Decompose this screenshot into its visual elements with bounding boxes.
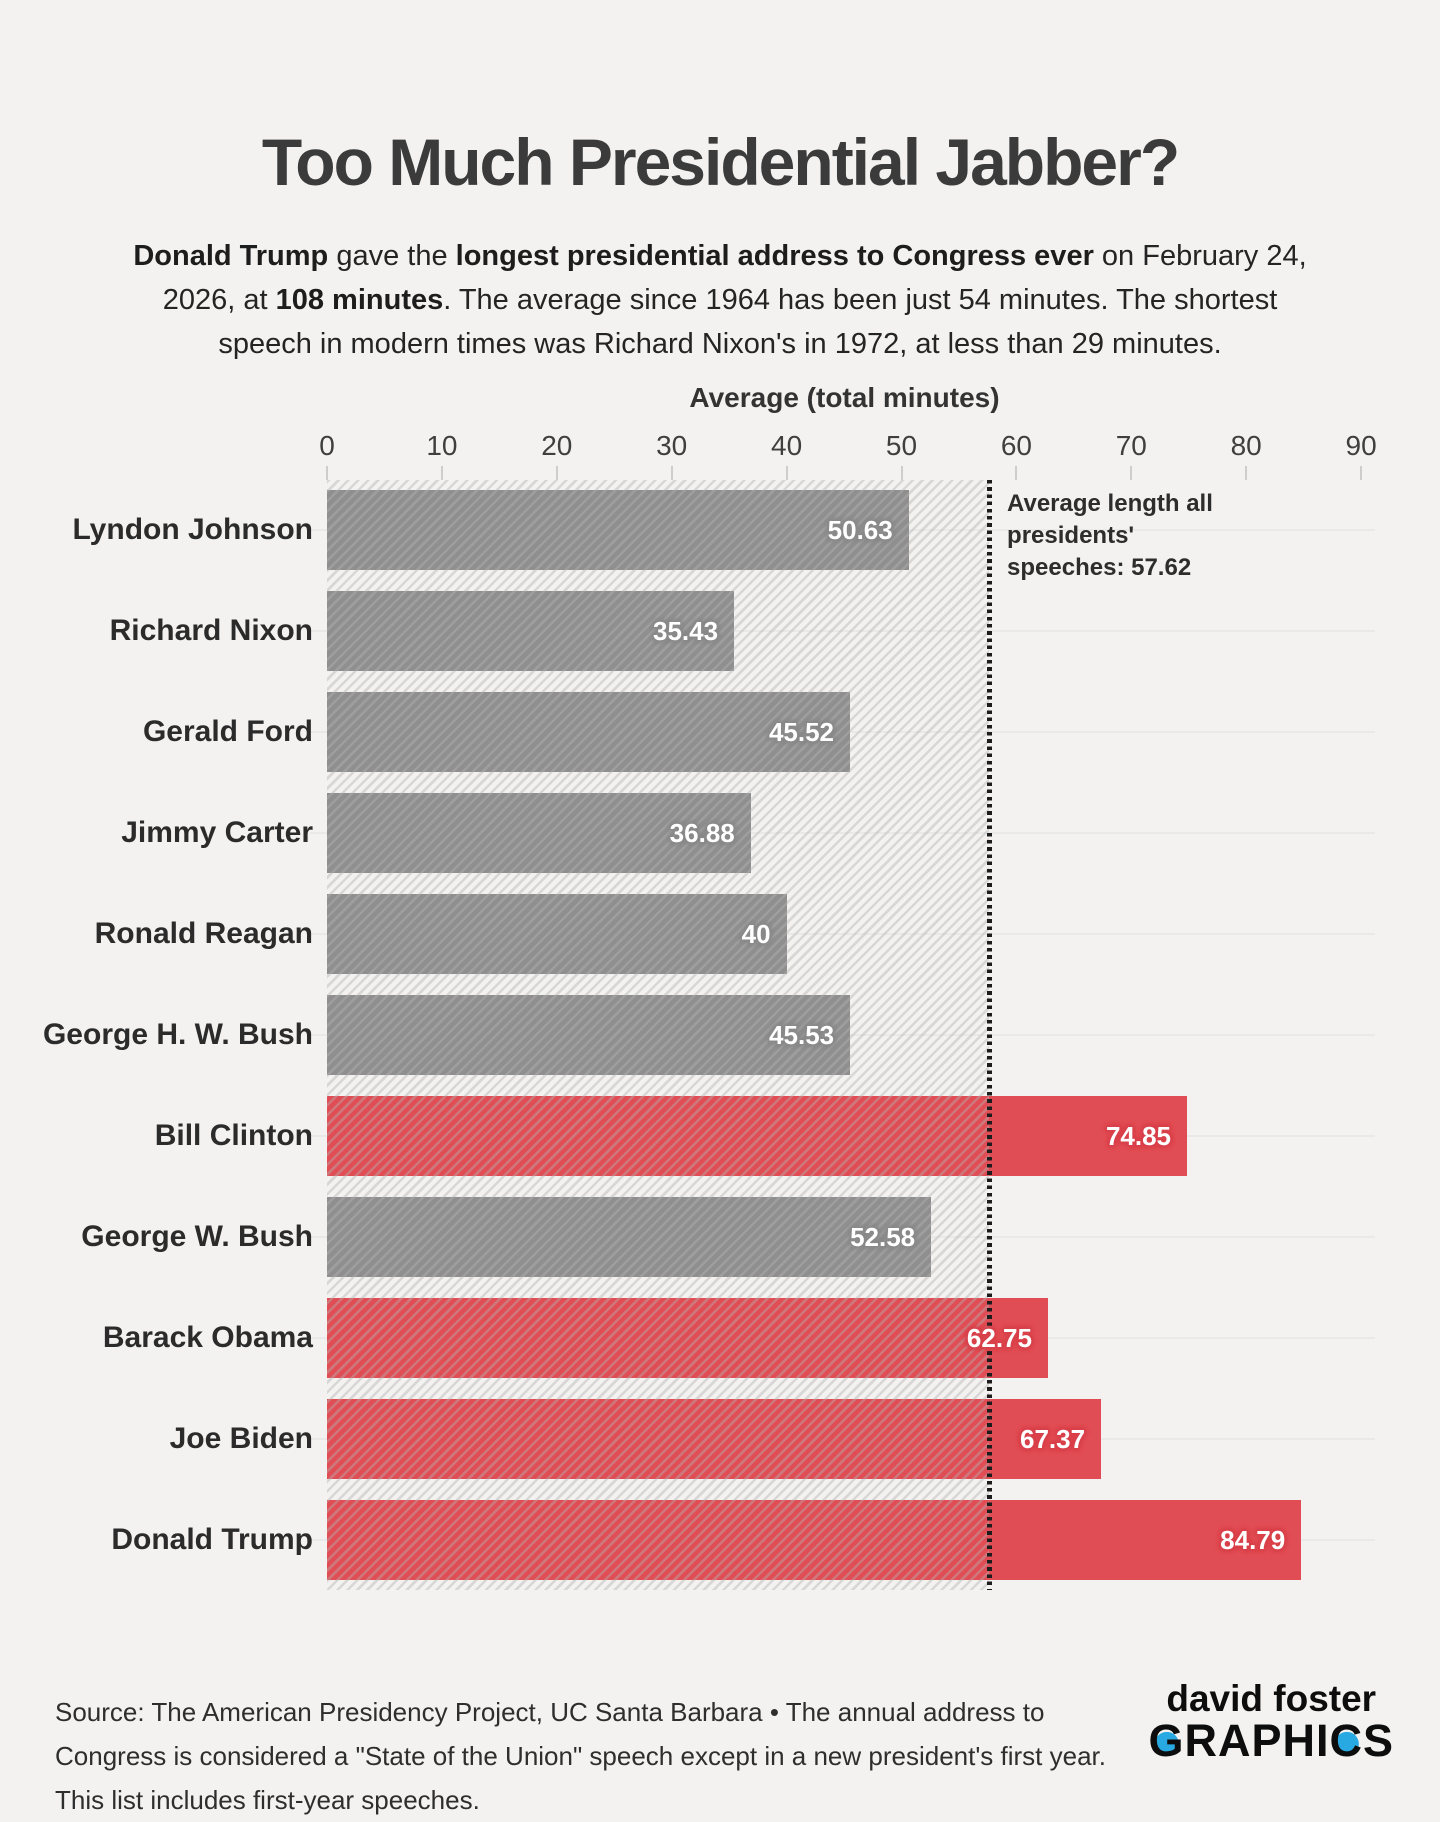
- bar-value-label: 36.88: [669, 818, 735, 848]
- x-axis-tick-mark: [326, 466, 328, 480]
- logo-blue-dot-letter: C: [1329, 1715, 1363, 1766]
- x-axis-tick-label: 70: [1115, 430, 1147, 461]
- row-gridline: [310, 832, 1375, 834]
- bar-value-label: 67.37: [1020, 1424, 1086, 1454]
- x-axis-tick-label: 0: [319, 430, 335, 461]
- bar-value-label: 50.63: [827, 515, 893, 545]
- average-region-hatch-overlay: [327, 480, 990, 1590]
- x-axis-tick-label: 50: [885, 430, 918, 461]
- row-gridline: [310, 630, 1375, 632]
- president-label: Bill Clinton: [154, 1119, 313, 1152]
- average-line-annotation: Average length all presidents' speeches:…: [1007, 490, 1213, 581]
- x-axis-tick-label: 90: [1345, 430, 1377, 461]
- page-title: Too Much Presidential Jabber?: [261, 125, 1180, 200]
- bar: [327, 1298, 1048, 1378]
- president-label: Ronald Reagan: [94, 917, 313, 950]
- subtitle-text: gave the: [328, 240, 456, 272]
- bar: [327, 995, 851, 1075]
- president-label: Gerald Ford: [142, 715, 313, 748]
- logo: david foster GRAPHICS: [1148, 1680, 1394, 1764]
- x-axis-tick-label: 30: [656, 430, 688, 461]
- x-axis-tick-label: 80: [1230, 430, 1262, 461]
- bar: [327, 1500, 1302, 1580]
- bar-value-label: 62.75: [966, 1323, 1032, 1353]
- bar: [327, 490, 909, 570]
- bar: [327, 1399, 1102, 1479]
- x-axis-tick-label: 60: [1000, 430, 1032, 461]
- bar: [327, 894, 787, 974]
- president-label: George W. Bush: [81, 1220, 313, 1253]
- subtitle-bold-minutes: 108 minutes: [275, 284, 444, 316]
- x-axis-tick-label: 20: [541, 430, 573, 461]
- president-label: Barack Obama: [102, 1321, 313, 1354]
- bar-value-label: 45.53: [769, 1020, 835, 1050]
- bar: [327, 1197, 932, 1277]
- source-note: Source: The American Presidency Project,…: [55, 1697, 1106, 1815]
- x-axis-title: Average (total minutes): [689, 382, 1000, 413]
- subtitle-text: on February 24, 2026, at: [162, 240, 1307, 316]
- subtitle-text: . The average since 1964 has been just 5…: [218, 284, 1278, 360]
- bar-value-label: 40: [741, 919, 771, 949]
- subtitle-bold-longest: longest presidential address to Congress…: [455, 240, 1094, 272]
- x-axis-tick-mark: [555, 466, 558, 480]
- x-axis-tick-mark: [440, 466, 443, 480]
- president-label: Joe Biden: [169, 1422, 313, 1455]
- logo-letter-group: RAPHI: [1184, 1715, 1330, 1766]
- bar-value-label: 52.58: [850, 1222, 916, 1252]
- president-label: George H. W. Bush: [42, 1018, 313, 1051]
- bar: [327, 1096, 1188, 1176]
- president-label: Richard Nixon: [109, 614, 313, 647]
- subtitle-bold-trump: Donald Trump: [133, 240, 329, 272]
- bar: [327, 793, 751, 873]
- bar-value-label: 74.85: [1105, 1121, 1172, 1151]
- president-label: Lyndon Johnson: [72, 513, 313, 546]
- x-axis-tick-label: 40: [771, 430, 803, 461]
- logo-graphics-text: GRAPHICS: [1148, 1718, 1394, 1764]
- president-label: Jimmy Carter: [121, 816, 313, 849]
- logo-letter-group: S: [1362, 1715, 1394, 1766]
- x-axis-tick-mark: [670, 466, 673, 480]
- x-axis-tick-mark: [1130, 466, 1133, 480]
- x-axis-tick-mark: [1245, 466, 1248, 480]
- logo-blue-dot-letter: G: [1148, 1715, 1185, 1766]
- x-axis-tick-mark: [1015, 466, 1018, 480]
- x-axis-tick-label: 10: [426, 430, 458, 461]
- x-axis-tick-mark: [785, 466, 788, 480]
- subtitle: Donald Trump gave the longest presidenti…: [133, 234, 1308, 366]
- x-axis-tick-mark: [900, 466, 903, 480]
- bar-value-label: 84.79: [1220, 1525, 1286, 1555]
- x-axis-tick-mark: [1360, 466, 1363, 480]
- bar: [327, 591, 735, 671]
- bar-value-label: 45.52: [768, 717, 835, 747]
- row-gridline: [310, 933, 1375, 935]
- average-dotted-line: [987, 480, 993, 1590]
- bar-value-label: 35.43: [653, 616, 719, 646]
- president-label: Donald Trump: [111, 1523, 313, 1556]
- bar: [327, 692, 851, 772]
- logo-name-text: david foster: [1166, 1678, 1377, 1719]
